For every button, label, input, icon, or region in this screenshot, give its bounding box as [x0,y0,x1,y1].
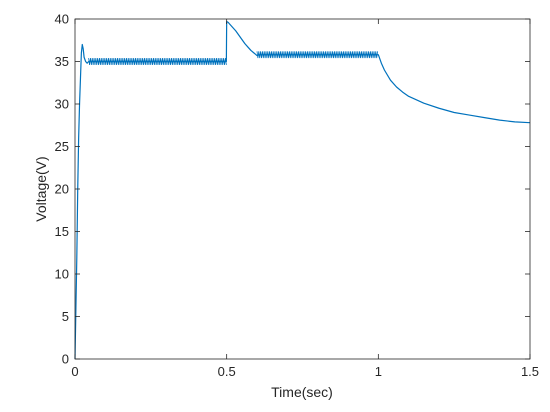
x-axis-label: Time(sec) [271,384,333,400]
y-tick-label: 5 [62,309,69,324]
plot-area [75,19,530,359]
x-tick-label: 1 [375,364,382,379]
y-axis-label: Voltage(V) [33,156,49,221]
ripple-band [256,51,378,59]
y-tick-label: 35 [55,54,69,69]
y-tick-label: 30 [55,97,69,112]
x-axis: 0 0.5 1 1.5 [71,19,539,379]
series-line [74,20,531,360]
y-tick-label: 20 [55,182,69,197]
y-axis: 0 5 10 15 20 25 30 35 40 [55,12,530,367]
y-tick-label: 0 [62,352,69,367]
x-tick-label: 0 [71,364,78,379]
y-tick-label: 25 [55,139,69,154]
y-tick-label: 15 [55,224,69,239]
y-tick-label: 40 [55,12,69,27]
x-tick-label: 1.5 [521,364,539,379]
data-layer [74,20,531,360]
x-tick-label: 0.5 [218,364,236,379]
y-tick-label: 10 [55,267,69,282]
